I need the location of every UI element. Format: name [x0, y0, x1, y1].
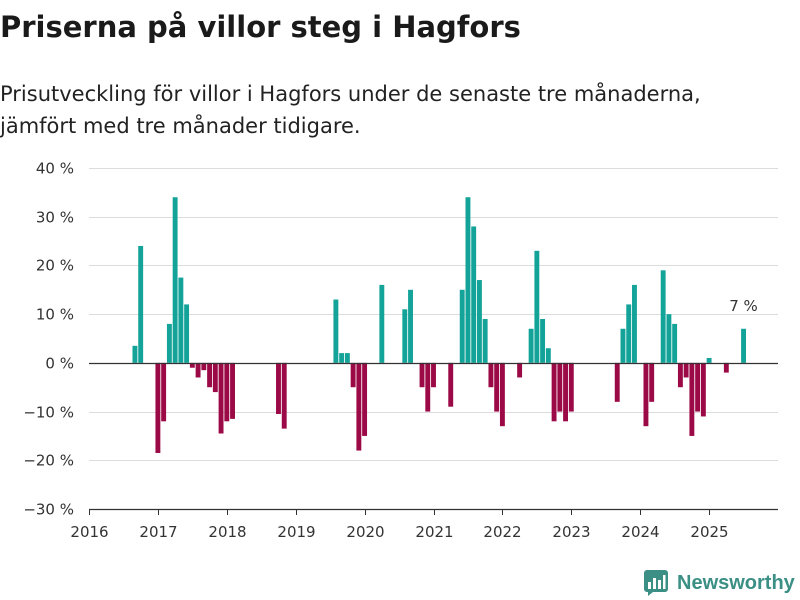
x-tick-label: 2024 [621, 523, 659, 541]
logo-icon-bar [653, 578, 656, 589]
bar-2020-01 [362, 362, 368, 436]
chart-subtitle: Prisutveckling för villor i Hagfors unde… [0, 82, 701, 138]
axis-labels: 40 % 30 % 20 % 10 % 0 % −10 % −20 % −30 % 2016 20… [23, 160, 758, 542]
bar-2024-06 [666, 314, 672, 363]
bar-2022-07 [534, 250, 540, 363]
bar-2023-11 [626, 304, 632, 363]
bar-2021-07 [465, 197, 471, 363]
y-tick-label: 30 % [36, 209, 74, 227]
bar-2020-04 [379, 284, 385, 363]
axes [89, 362, 778, 515]
bar-2017-05 [178, 277, 184, 363]
bar-2021-01 [431, 362, 436, 388]
newsworthy-logo: Newsworthy [644, 570, 795, 596]
bar-2019-12 [356, 362, 362, 451]
logo-icon-bar [663, 575, 666, 589]
bar-2024-10 [689, 362, 695, 436]
bar-2019-09 [339, 353, 345, 363]
bar-2023-12 [632, 284, 637, 363]
bar-2017-09 [201, 362, 207, 371]
bar-2022-06 [528, 328, 534, 363]
bar-2017-07 [189, 362, 195, 368]
bar-2022-04 [517, 362, 523, 378]
bar-2017-08 [195, 362, 201, 378]
bar-2017-03 [166, 323, 172, 363]
bar-2017-12 [218, 362, 224, 434]
bar-2017-04 [172, 197, 178, 363]
bar-2020-12 [425, 362, 431, 412]
bar-2020-08 [402, 309, 408, 363]
bar-2018-01 [224, 362, 230, 422]
bar-2023-01 [568, 362, 574, 412]
bar-2025-04 [723, 362, 729, 373]
x-tick-label: 2016 [70, 523, 108, 541]
chart-title: Priserna på villor steg i Hagfors [0, 10, 521, 44]
value-annotation: 7 % [729, 297, 758, 315]
x-tick-label: 2017 [139, 523, 177, 541]
x-tick-label: 2022 [483, 523, 521, 541]
y-tick-label: −10 % [23, 404, 74, 422]
bar-2018-10 [276, 362, 281, 415]
bar-2016-09 [132, 345, 138, 363]
y-tick-label: 10 % [36, 306, 74, 324]
bar-2025-07 [741, 328, 746, 363]
bar-2017-11 [212, 362, 218, 393]
bar-2022-01 [499, 362, 505, 427]
bar-2020-11 [419, 362, 425, 388]
logo-icon-bar [648, 582, 651, 589]
y-tick-label: −30 % [23, 501, 74, 519]
bar-2023-10 [620, 328, 626, 363]
bar-2021-11 [488, 362, 494, 388]
y-tick-label: 40 % [36, 160, 74, 178]
logo-text: Newsworthy [677, 572, 795, 594]
bar-2017-10 [207, 362, 213, 388]
bar-2018-02 [230, 362, 235, 419]
x-tick-label: 2021 [415, 523, 453, 541]
bar-2025-01 [706, 357, 712, 363]
bar-2021-12 [494, 362, 500, 412]
bar-2017-02 [161, 362, 167, 422]
bar-2019-11 [350, 362, 356, 388]
bar-2021-06 [459, 289, 465, 363]
bar-2017-01 [155, 362, 161, 453]
bar-2024-08 [677, 362, 683, 388]
bar-2022-10 [551, 362, 557, 422]
bar-2024-11 [695, 362, 701, 412]
y-tick-label: −20 % [23, 452, 74, 470]
bar-2024-02 [643, 362, 649, 427]
newsworthy-logo-icon [644, 570, 668, 596]
bar-2018-11 [281, 362, 287, 429]
logo-icon-bar [658, 580, 661, 589]
bar-2024-07 [672, 323, 678, 363]
bars [132, 197, 746, 453]
bar-2022-08 [540, 319, 546, 363]
bar-2024-09 [683, 362, 689, 378]
bar-2016-10 [138, 245, 144, 363]
x-tick-label: 2018 [208, 523, 246, 541]
x-tick-label: 2019 [277, 523, 315, 541]
bar-2021-10 [482, 319, 488, 363]
bar-2019-08 [333, 299, 339, 363]
bar-2021-08 [471, 226, 477, 363]
x-tick-label: 2025 [690, 523, 728, 541]
bar-2022-12 [563, 362, 569, 422]
x-tick-label: 2020 [346, 523, 384, 541]
gridlines [89, 168, 778, 461]
bar-2021-09 [476, 280, 482, 363]
bar-2024-05 [660, 270, 666, 363]
bar-2024-03 [649, 362, 655, 402]
bar-2023-09 [614, 362, 620, 402]
bar-2021-04 [448, 362, 454, 407]
x-tick-label: 2023 [552, 523, 590, 541]
bar-2017-06 [184, 304, 190, 363]
bar-2022-09 [545, 348, 551, 363]
bar-2024-12 [700, 362, 706, 417]
bar-2020-09 [408, 289, 413, 363]
bar-2019-10 [344, 353, 350, 363]
bar-2022-11 [557, 362, 563, 412]
y-tick-label: 0 % [45, 355, 74, 373]
y-tick-label: 20 % [36, 257, 74, 275]
